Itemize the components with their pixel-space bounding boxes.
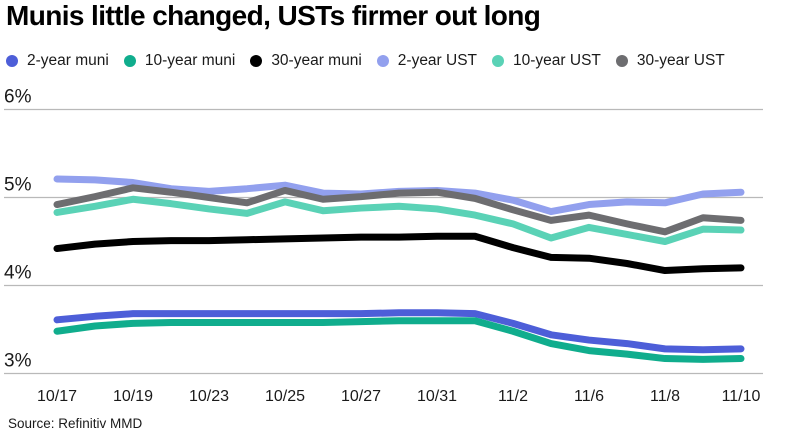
- legend-label-2-year-muni: 2-year muni: [27, 52, 109, 69]
- series-line-2-year-muni: [53, 309, 745, 354]
- x-axis-label-11-2: 11/2: [498, 388, 528, 405]
- legend-item-2-year-ust: 2-year UST: [376, 52, 478, 70]
- x-axis-label-11-8: 11/8: [650, 388, 680, 405]
- legend-dot-icon-10-year-ust: [492, 55, 505, 67]
- y-axis-label-4pct: 4%: [4, 263, 32, 284]
- x-axis-label-10-17: 10/17: [37, 388, 77, 405]
- chart-title: Munis little changed, USTs firmer out lo…: [6, 0, 541, 31]
- legend-item-2-year-muni: 2-year muni: [6, 52, 109, 70]
- x-axis-label-10-27: 10/27: [341, 388, 381, 405]
- chart-legend: 2-year muni 10-year muni 30-year muni 2-yea…: [6, 52, 725, 70]
- series-line-10-year-muni: [53, 317, 745, 363]
- legend-label-2-year-ust: 2-year UST: [397, 52, 478, 69]
- legend-label-30-year-muni: 30-year muni: [271, 52, 362, 69]
- series-line-30-year-ust: [53, 184, 745, 236]
- legend-dot-icon-30-year-muni: [250, 55, 263, 67]
- legend-item-10-year-muni: 10-year muni: [123, 52, 236, 70]
- legend-item-30-year-muni: 30-year muni: [250, 52, 362, 70]
- legend-item-10-year-ust: 10-year UST: [492, 52, 601, 70]
- legend-dot-icon-2-year-ust: [376, 55, 389, 67]
- x-axis-label-10-25: 10/25: [265, 388, 305, 405]
- x-axis-label-11-6: 11/6: [574, 388, 604, 405]
- x-axis-label-10-23: 10/23: [189, 388, 229, 405]
- source-attribution: Source: Refinitiv MMD: [8, 416, 143, 431]
- y-axis-label-3pct: 3%: [4, 351, 32, 372]
- y-axis-label-5pct: 5%: [4, 175, 32, 196]
- legend-label-10-year-muni: 10-year muni: [144, 52, 236, 69]
- series-line-30-year-muni: [53, 232, 745, 275]
- x-axis-label-10-31: 10/31: [417, 388, 457, 405]
- x-axis-label-10-19: 10/19: [113, 388, 153, 405]
- legend-label-10-year-ust: 10-year UST: [513, 52, 601, 69]
- legend-label-30-year-ust: 30-year UST: [636, 52, 725, 69]
- series-line-10-year-ust: [53, 195, 745, 245]
- y-axis-label-6pct: 6%: [4, 87, 32, 108]
- x-axis-label-11-10: 11/10: [722, 388, 761, 405]
- legend-dot-icon-30-year-ust: [615, 55, 628, 67]
- legend-dot-icon-10-year-muni: [123, 55, 136, 67]
- legend-dot-icon-2-year-muni: [6, 55, 18, 67]
- legend-item-30-year-ust: 30-year UST: [615, 52, 725, 70]
